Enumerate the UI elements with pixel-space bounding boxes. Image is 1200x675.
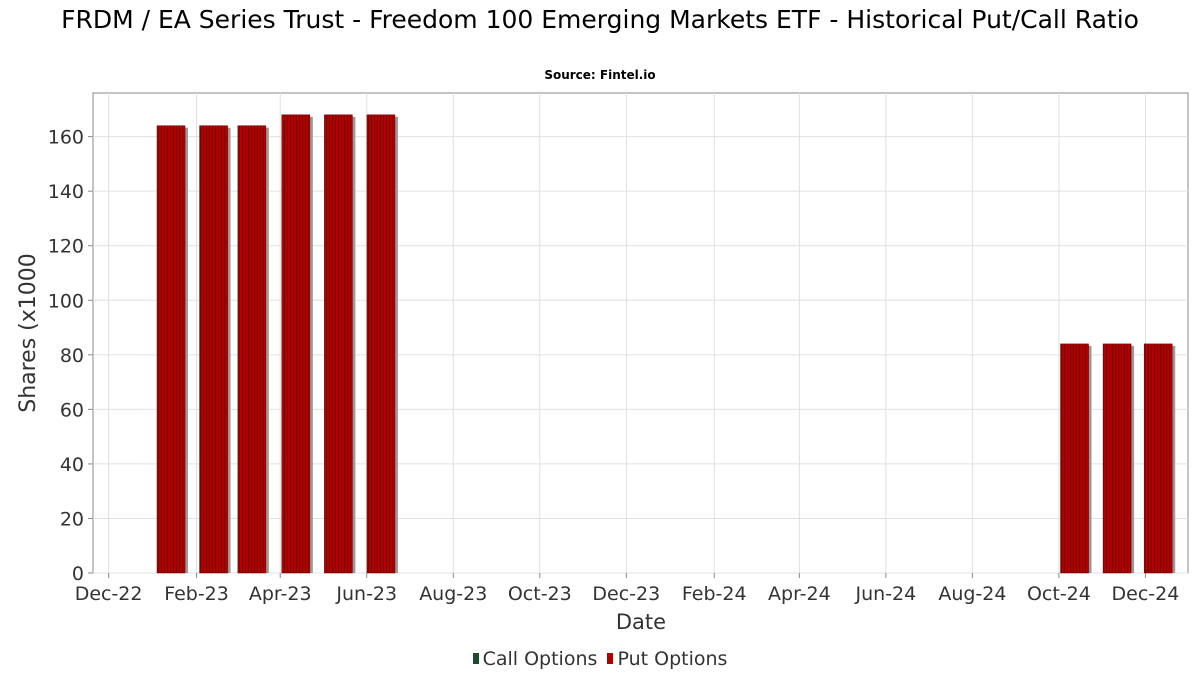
bar (1102, 343, 1132, 574)
y-tick-label: 160 (48, 127, 84, 149)
x-tick-label: Jun-24 (855, 583, 917, 605)
bar (199, 125, 228, 574)
bar-series-put-options (156, 114, 1176, 574)
y-tick-label: 80 (60, 345, 84, 367)
x-tick-label: Dec-23 (592, 583, 660, 605)
x-tick-label: Apr-23 (249, 583, 312, 605)
legend: Call Options Put Options (0, 647, 1200, 670)
x-tick-label: Oct-24 (1027, 583, 1091, 605)
y-axis-label: Shares (x1000 (16, 253, 41, 413)
bar (1143, 343, 1173, 574)
bar (156, 125, 186, 574)
x-tick-label: Aug-24 (938, 583, 1006, 605)
legend-item-put[interactable]: Put Options (607, 648, 727, 670)
legend-label-call: Call Options (482, 647, 598, 670)
x-tick-label: Oct-23 (508, 583, 572, 605)
y-tick-label: 140 (48, 181, 84, 203)
bar (324, 114, 353, 574)
y-tick-label: 120 (48, 236, 84, 258)
x-tick-label: Jun-23 (335, 583, 397, 605)
y-tick-label: 0 (72, 563, 84, 585)
x-tick-label: Aug-23 (419, 583, 487, 605)
y-tick-label: 40 (60, 454, 84, 476)
bar (237, 125, 267, 574)
legend-item-call[interactable]: Call Options (472, 647, 598, 670)
y-axis: 0 20 40 60 80 100 120 140 160 (48, 127, 93, 585)
chart-subtitle: Source: Fintel.io (544, 68, 656, 82)
grid-lines (93, 93, 1188, 574)
x-tick-label: Feb-23 (164, 583, 229, 605)
x-tick-label: Feb-24 (682, 583, 747, 605)
bar (281, 114, 311, 574)
x-tick-label: Dec-22 (75, 583, 143, 605)
plot-area (92, 92, 1189, 574)
y-tick-label: 100 (48, 290, 84, 312)
bar (366, 114, 396, 574)
chart-title: FRDM / EA Series Trust - Freedom 100 Eme… (61, 5, 1139, 34)
x-axis-label: Date (616, 610, 666, 634)
y-tick-label: 60 (60, 399, 84, 421)
legend-swatch-call (472, 653, 479, 664)
y-tick-label: 20 (60, 508, 84, 530)
x-tick-label: Dec-24 (1112, 583, 1180, 605)
legend-label-put: Put Options (617, 647, 728, 670)
bar (1060, 343, 1089, 574)
x-tick-label: Apr-24 (768, 583, 831, 605)
x-axis: Dec-22 Feb-23 Apr-23 Jun-23 Aug-23 Oct-23 Dec-… (75, 573, 1180, 605)
legend-swatch-put (607, 653, 614, 664)
